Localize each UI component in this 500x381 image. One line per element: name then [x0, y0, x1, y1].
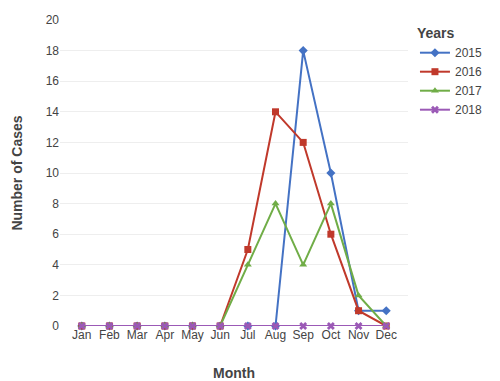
svg-text:Jan: Jan	[72, 328, 91, 342]
svg-text:Sep: Sep	[293, 328, 315, 342]
svg-text:Jun: Jun	[210, 328, 229, 342]
svg-text:2: 2	[52, 289, 59, 303]
svg-text:Nov: Nov	[348, 328, 369, 342]
svg-text:2016: 2016	[455, 65, 482, 79]
svg-text:Oct: Oct	[322, 328, 341, 342]
svg-text:16: 16	[46, 74, 60, 88]
svg-text:Feb: Feb	[99, 328, 120, 342]
svg-text:Mar: Mar	[127, 328, 148, 342]
svg-text:18: 18	[46, 44, 60, 58]
svg-text:Number of Cases: Number of Cases	[9, 115, 25, 230]
svg-text:May: May	[181, 328, 204, 342]
svg-text:Dec: Dec	[376, 328, 397, 342]
svg-text:4: 4	[52, 258, 59, 272]
svg-text:Years: Years	[417, 25, 455, 41]
svg-text:20: 20	[46, 13, 60, 27]
svg-text:2018: 2018	[455, 103, 482, 117]
svg-text:12: 12	[46, 136, 60, 150]
svg-text:10: 10	[46, 166, 60, 180]
svg-text:2017: 2017	[455, 84, 482, 98]
svg-text:14: 14	[46, 105, 60, 119]
svg-text:Apr: Apr	[155, 328, 174, 342]
svg-text:0: 0	[52, 319, 59, 333]
svg-text:Month: Month	[213, 365, 255, 381]
svg-text:2015: 2015	[455, 46, 482, 60]
svg-text:8: 8	[52, 197, 59, 211]
svg-text:Jul: Jul	[240, 328, 255, 342]
svg-text:6: 6	[52, 227, 59, 241]
svg-text:Aug: Aug	[265, 328, 286, 342]
